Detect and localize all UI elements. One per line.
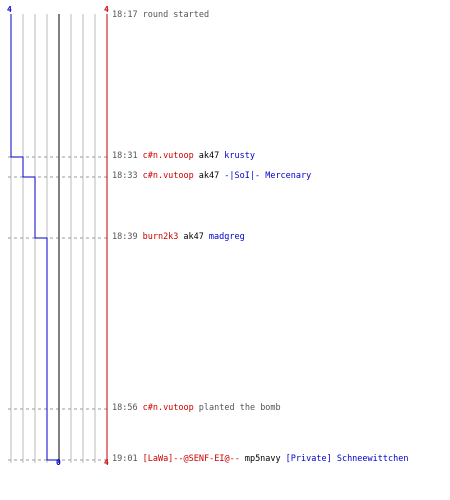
event-terrorist-player: [LaWa]--@SENF-EI@--	[142, 454, 240, 464]
event-row: 18:56 c#n.vutoop planted the bomb	[112, 404, 281, 413]
event-action: planted the bomb	[198, 403, 281, 413]
event-time: 18:33	[112, 171, 138, 181]
event-ct-player: [Private] Schneewittchen	[285, 454, 409, 464]
event-row: 18:33 c#n.vutoop ak47 -|SoI|- Mercenary	[112, 172, 311, 181]
ct-count-end: 0	[56, 458, 61, 467]
event-weapon: ak47	[183, 232, 204, 242]
event-weapon: mp5navy	[244, 454, 281, 464]
event-weapon: ak47	[198, 151, 220, 161]
event-weapon: ak47	[198, 171, 220, 181]
event-terrorist-player: c#n.vutoop	[142, 151, 194, 161]
event-action: round started	[142, 10, 210, 20]
ct-team-count-line	[10, 14, 59, 461]
event-row: 18:31 c#n.vutoop ak47 krusty	[112, 152, 255, 161]
event-terrorist-player: c#n.vutoop	[142, 403, 194, 413]
event-time: 18:31	[112, 151, 138, 161]
event-terrorist-player: burn2k3	[142, 232, 179, 242]
t-count-start: 4	[104, 5, 109, 14]
event-ct-player: krusty	[224, 151, 255, 161]
ct-count-start: 4	[7, 5, 12, 14]
event-row: 19:01 [LaWa]--@SENF-EI@-- mp5navy [Private]…	[112, 455, 408, 464]
event-time: 19:01	[112, 454, 138, 464]
event-row: 18:17 round started	[112, 11, 209, 20]
event-time: 18:56	[112, 403, 138, 413]
event-row: 18:39 burn2k3 ak47 madgreg	[112, 233, 245, 242]
event-terrorist-player: c#n.vutoop	[142, 171, 194, 181]
event-time: 18:39	[112, 232, 138, 242]
event-ct-player: -|SoI|- Mercenary	[224, 171, 312, 181]
event-time: 18:17	[112, 10, 138, 20]
event-ct-player: madgreg	[208, 232, 245, 242]
t-count-end: 4	[104, 458, 109, 467]
